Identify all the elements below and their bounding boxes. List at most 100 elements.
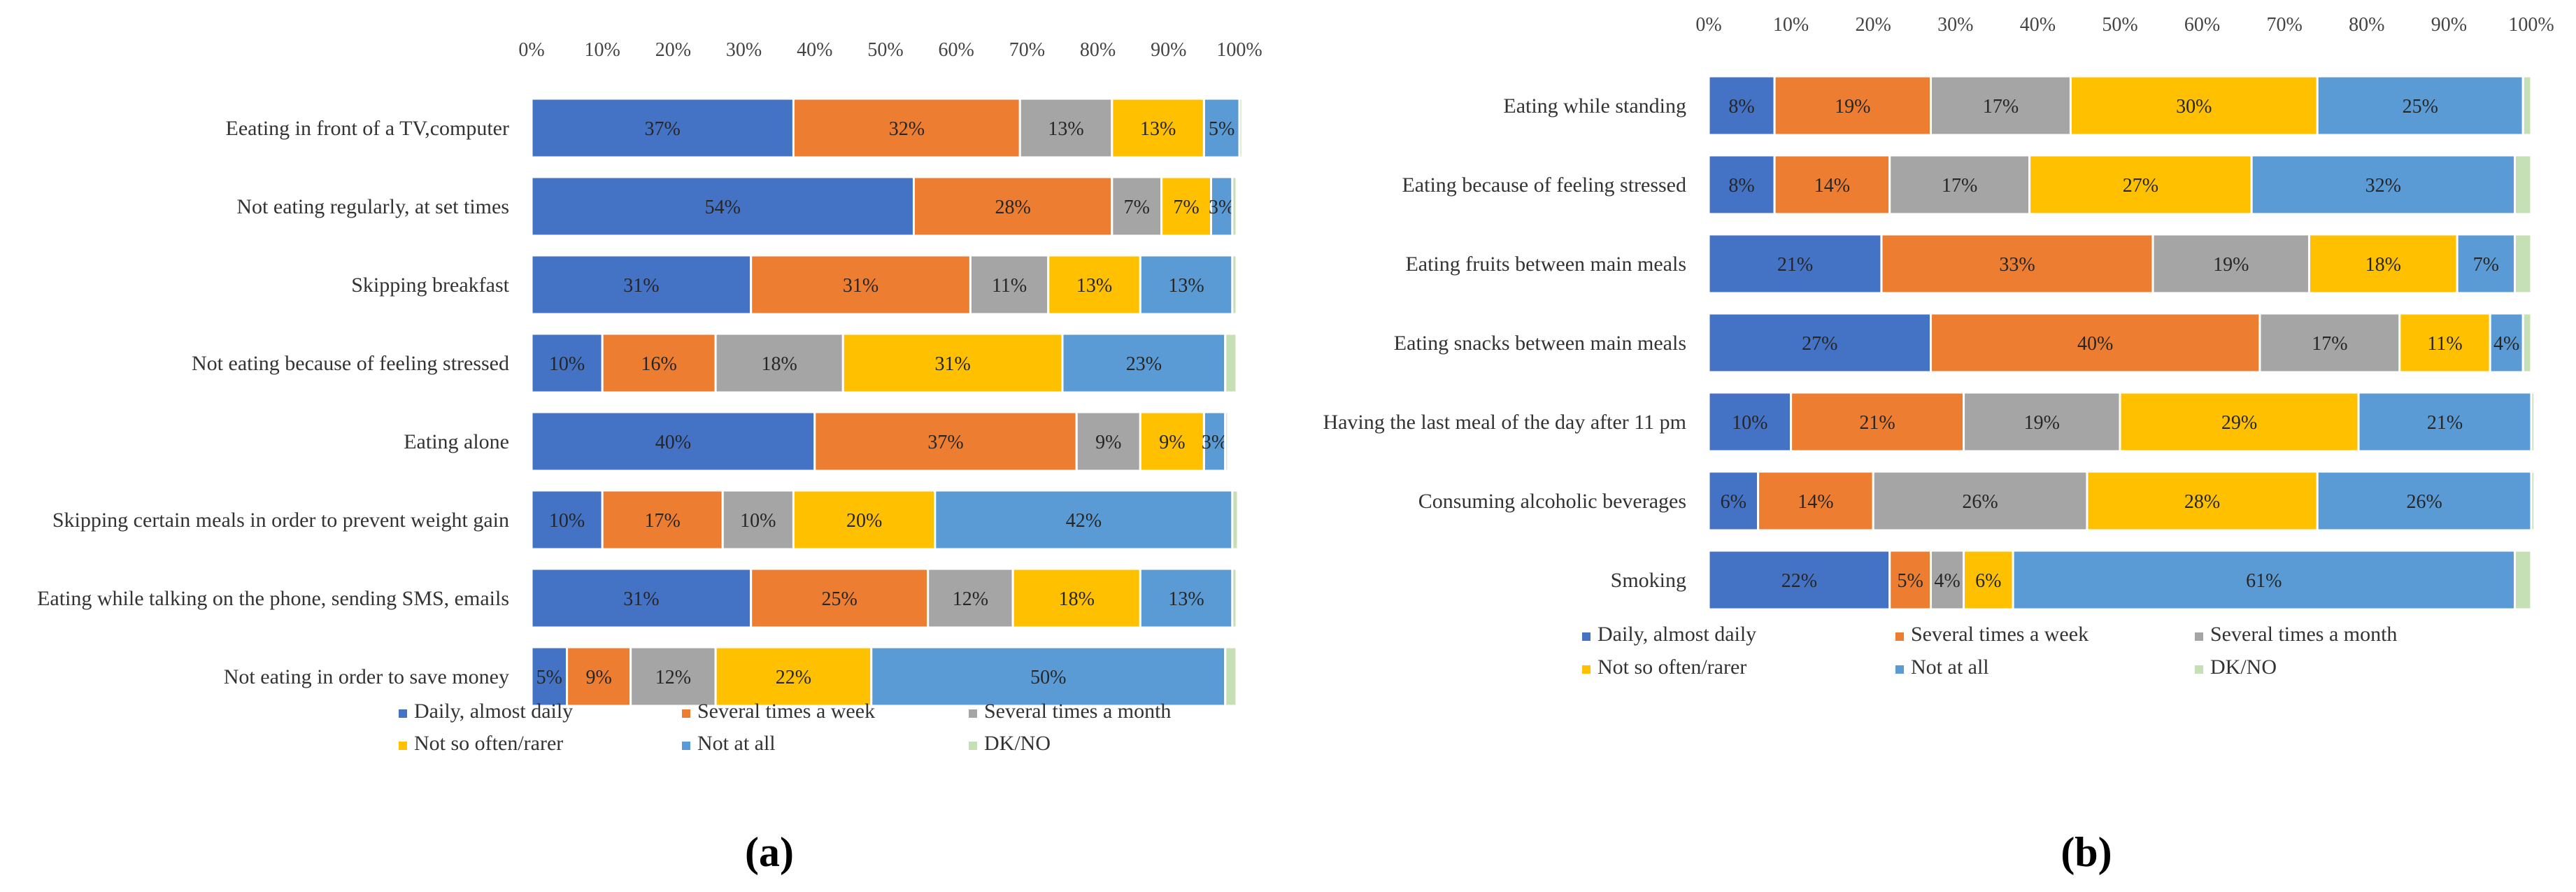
- data-label: 12%: [953, 588, 988, 610]
- data-label: 40%: [2077, 333, 2113, 355]
- data-label: 14%: [1798, 491, 1833, 513]
- data-label: 26%: [1962, 491, 1998, 513]
- bar-segment: [1231, 567, 1238, 629]
- data-label: 22%: [776, 667, 811, 688]
- legend-swatch: [2195, 632, 2203, 641]
- data-label: 9%: [1095, 432, 1121, 453]
- x-tick-label: 60%: [939, 39, 974, 61]
- bar-segment: [1231, 254, 1238, 316]
- bar-segment: [1707, 75, 1776, 136]
- bar-segment: [2489, 312, 2524, 374]
- data-label: 22%: [1781, 570, 1817, 592]
- data-label: 31%: [623, 275, 659, 297]
- data-label: 5%: [1897, 570, 1923, 592]
- bar-segment: [1061, 332, 1227, 394]
- category-label: Eating alone: [404, 430, 509, 453]
- data-label: 18%: [1059, 588, 1095, 610]
- data-label: 6%: [1721, 491, 1746, 513]
- category-label: Not eating in order to save money: [224, 665, 509, 688]
- category-label: Not eating regularly, at set times: [236, 195, 509, 218]
- data-label: 13%: [1048, 118, 1083, 140]
- data-label: 4%: [1934, 570, 1960, 592]
- category-label: Eating while standing: [1503, 94, 1686, 118]
- bar-segment: [1202, 97, 1241, 159]
- bar-segment: [1888, 154, 2031, 215]
- x-tick-label: 20%: [655, 39, 691, 61]
- legend-swatch: [399, 742, 407, 750]
- data-label: 10%: [549, 510, 585, 532]
- data-label: 32%: [889, 118, 925, 140]
- bar-segment: [2028, 154, 2253, 215]
- bar-segment: [566, 646, 632, 707]
- bar-segment: [1707, 154, 1776, 215]
- data-label: 33%: [1999, 254, 2035, 276]
- bar-segment: [601, 489, 724, 551]
- legend-swatch: [682, 709, 690, 718]
- data-label: 21%: [2427, 412, 2463, 434]
- data-label: 6%: [1975, 570, 2001, 592]
- data-label: 5%: [536, 667, 562, 688]
- data-label: 20%: [846, 510, 882, 532]
- bar-segment: [1930, 549, 1965, 611]
- x-tick-label: 20%: [1856, 14, 1891, 36]
- data-label: 17%: [1983, 96, 2019, 118]
- data-label: 29%: [2221, 412, 2257, 434]
- category-label: Skipping breakfast: [351, 274, 509, 297]
- x-tick-label: 40%: [2020, 14, 2056, 36]
- x-tick-label: 0%: [1695, 14, 1721, 36]
- data-label: 7%: [1124, 197, 1150, 218]
- bar-segment: [721, 489, 795, 551]
- data-label: 30%: [2176, 96, 2212, 118]
- legend-swatch: [969, 742, 977, 750]
- data-label: 21%: [1859, 412, 1895, 434]
- bar-segment: [2012, 549, 2516, 611]
- bar-segment: [1139, 567, 1234, 629]
- legend-label: DK/NO: [984, 732, 1051, 755]
- x-tick-label: 100%: [1216, 39, 1262, 61]
- bar-segment: [1111, 176, 1163, 237]
- x-tick-label: 50%: [2102, 14, 2137, 36]
- data-label: 9%: [585, 667, 611, 688]
- bar-segment: [2151, 233, 2310, 295]
- bar-segment: [1888, 549, 1933, 611]
- data-label: 5%: [1209, 118, 1234, 140]
- bar-segment: [2530, 470, 2536, 532]
- data-label: 10%: [1732, 412, 1767, 434]
- bar-segment: [1224, 332, 1238, 394]
- bar-segment: [2456, 233, 2516, 295]
- bar-segment: [2119, 391, 2360, 453]
- bar-segment: [1790, 391, 1965, 453]
- data-label: 31%: [934, 353, 970, 375]
- category-label: Eating because of feeling stressed: [1402, 174, 1686, 197]
- legend-swatch: [2195, 665, 2203, 674]
- data-label: 12%: [655, 667, 691, 688]
- data-label: 13%: [1168, 588, 1204, 610]
- x-tick-label: 30%: [726, 39, 762, 61]
- data-label: 19%: [2024, 412, 2060, 434]
- data-label: 11%: [992, 275, 1027, 297]
- bar-segment: [1047, 254, 1141, 316]
- x-tick-label: 100%: [2508, 14, 2554, 36]
- data-label: 26%: [2406, 491, 2442, 513]
- data-label: 4%: [2493, 333, 2519, 355]
- data-label: 27%: [1802, 333, 1837, 355]
- legend-label: Several times a month: [2210, 623, 2397, 646]
- legend-label: Several times a week: [1911, 623, 2088, 646]
- x-tick-label: 50%: [867, 39, 903, 61]
- data-label: 21%: [1777, 254, 1813, 276]
- bar-segment: [912, 176, 1113, 237]
- data-label: 42%: [1066, 510, 1102, 532]
- bar-segment: [1231, 489, 1239, 551]
- x-tick-label: 10%: [1773, 14, 1809, 36]
- bar-segment: [1757, 470, 1874, 532]
- bar-segment: [2316, 75, 2524, 136]
- category-label: Eeating in front of a TV,computer: [226, 117, 509, 140]
- data-label: 13%: [1076, 275, 1112, 297]
- legend-label: Not so often/rarer: [414, 732, 563, 755]
- legend-label: DK/NO: [2210, 656, 2277, 679]
- data-label: 32%: [2365, 175, 2401, 197]
- legend-swatch: [1895, 665, 1904, 674]
- bar-segment: [1160, 176, 1213, 237]
- bar-segment: [1963, 549, 2014, 611]
- data-label: 50%: [1030, 667, 1066, 688]
